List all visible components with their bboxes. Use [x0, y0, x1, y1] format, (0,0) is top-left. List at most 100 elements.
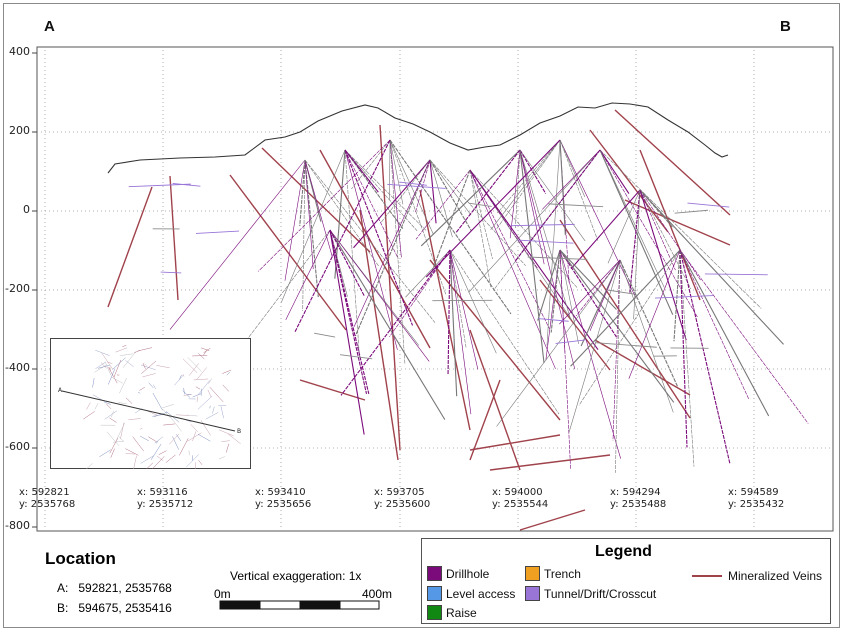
coordinate-label: x: 593116 y: 2535712: [137, 487, 194, 510]
inset-working: [115, 347, 128, 353]
inset-working: [192, 431, 197, 442]
inset-working: [220, 406, 224, 419]
coordinate-label: x: 594589 y: 2535432: [728, 487, 785, 510]
drillhole: [285, 229, 331, 321]
legend-item-veins: Mineralized Veins: [692, 569, 822, 583]
inset-working: [163, 423, 175, 426]
y-tick-label: -200: [5, 282, 30, 295]
legend-item-drillhole: Drillhole: [427, 566, 489, 581]
drillhole: [235, 229, 331, 355]
drillhole: [589, 259, 621, 331]
inset-working: [99, 449, 111, 457]
inset-working: [119, 377, 127, 394]
topography-profile: [107, 102, 729, 174]
inset-working: [156, 455, 164, 461]
drillhole: [380, 159, 431, 223]
drillhole: [599, 149, 630, 194]
level-access-swatch: [427, 586, 442, 601]
inset-working: [142, 373, 156, 378]
inset-working: [125, 397, 133, 404]
inset-working: [92, 394, 103, 401]
inset-working: [148, 382, 154, 389]
inset-working: [156, 365, 170, 369]
drillhole: [537, 249, 561, 321]
inset-working: [113, 440, 125, 443]
tunnel: [399, 181, 427, 186]
inset-working: [192, 393, 202, 398]
inset-working: [162, 404, 174, 409]
drillhole: [294, 139, 391, 333]
drillhole: [628, 249, 681, 379]
inset-workings: [83, 344, 241, 469]
drillhole: [344, 149, 360, 357]
drillhole: [449, 249, 497, 354]
mineralized-vein: [379, 124, 401, 451]
mineralized-vein: [559, 219, 691, 419]
inset-working: [109, 438, 118, 454]
inset-working: [152, 392, 163, 411]
location-b: B: 594675, 2535416: [57, 601, 172, 615]
drillhole: [497, 139, 561, 214]
mineralized-vein: [359, 209, 399, 461]
mineralized-vein: [519, 509, 586, 531]
inset-working: [154, 436, 164, 444]
inset-working: [198, 380, 211, 395]
legend-label-tunnel: Tunnel/Drift/Crosscut: [544, 586, 657, 601]
drillhole: [389, 139, 434, 234]
drillhole: [469, 169, 556, 369]
drillhole: [546, 139, 561, 346]
tunnel: [468, 202, 492, 207]
location-b-value: 594675, 2535416: [78, 601, 172, 615]
drillhole: [580, 259, 621, 347]
y-tick-label: 0: [23, 203, 30, 216]
drillhole: [429, 159, 472, 232]
inset-working: [192, 455, 194, 461]
inset-working: [112, 357, 126, 370]
tunnel: [674, 209, 708, 214]
inset-working: [198, 353, 205, 360]
drillhole: [615, 259, 621, 473]
inset-working: [222, 384, 229, 392]
drillhole: [420, 149, 521, 247]
inset-working: [106, 431, 120, 447]
drillhole: [519, 149, 576, 370]
mineralized-vein: [429, 259, 561, 421]
inset-working: [196, 367, 207, 380]
plot-border: [36, 46, 834, 532]
tunnel: [314, 332, 336, 338]
drillhole: [304, 159, 436, 323]
y-tick-label: -600: [5, 440, 30, 453]
inset-working: [203, 349, 208, 356]
drillhole: [344, 149, 399, 259]
inset-working: [142, 362, 146, 369]
section-features: [107, 109, 809, 531]
drillhole: [344, 149, 427, 232]
inset-working: [228, 433, 241, 445]
inset-working: [153, 412, 168, 418]
scale-bar: [219, 600, 380, 610]
inset-working: [83, 411, 95, 420]
inset-working: [193, 378, 209, 381]
tunnel: [655, 295, 714, 299]
inset-working: [120, 422, 125, 439]
drillhole: [550, 249, 561, 333]
drillhole: [429, 159, 472, 216]
drillhole: [344, 149, 414, 326]
drillhole: [468, 149, 601, 293]
drillhole: [496, 139, 561, 229]
inset-b-label: B: [237, 428, 241, 435]
drillhole: [304, 159, 314, 270]
inset-working: [104, 410, 118, 420]
legend-item-trench: Trench: [525, 566, 581, 581]
drillhole: [519, 149, 545, 364]
mineralized-vein: [469, 434, 561, 451]
location-b-label: B:: [57, 601, 69, 615]
drillhole: [612, 259, 621, 441]
legend-label-level-access: Level access: [446, 586, 516, 601]
drillhole: [169, 159, 306, 330]
tunnel: [339, 354, 373, 360]
inset-working: [86, 463, 93, 469]
drillhole: [629, 189, 641, 293]
inset-working: [94, 364, 107, 373]
tunnel: [537, 318, 569, 322]
